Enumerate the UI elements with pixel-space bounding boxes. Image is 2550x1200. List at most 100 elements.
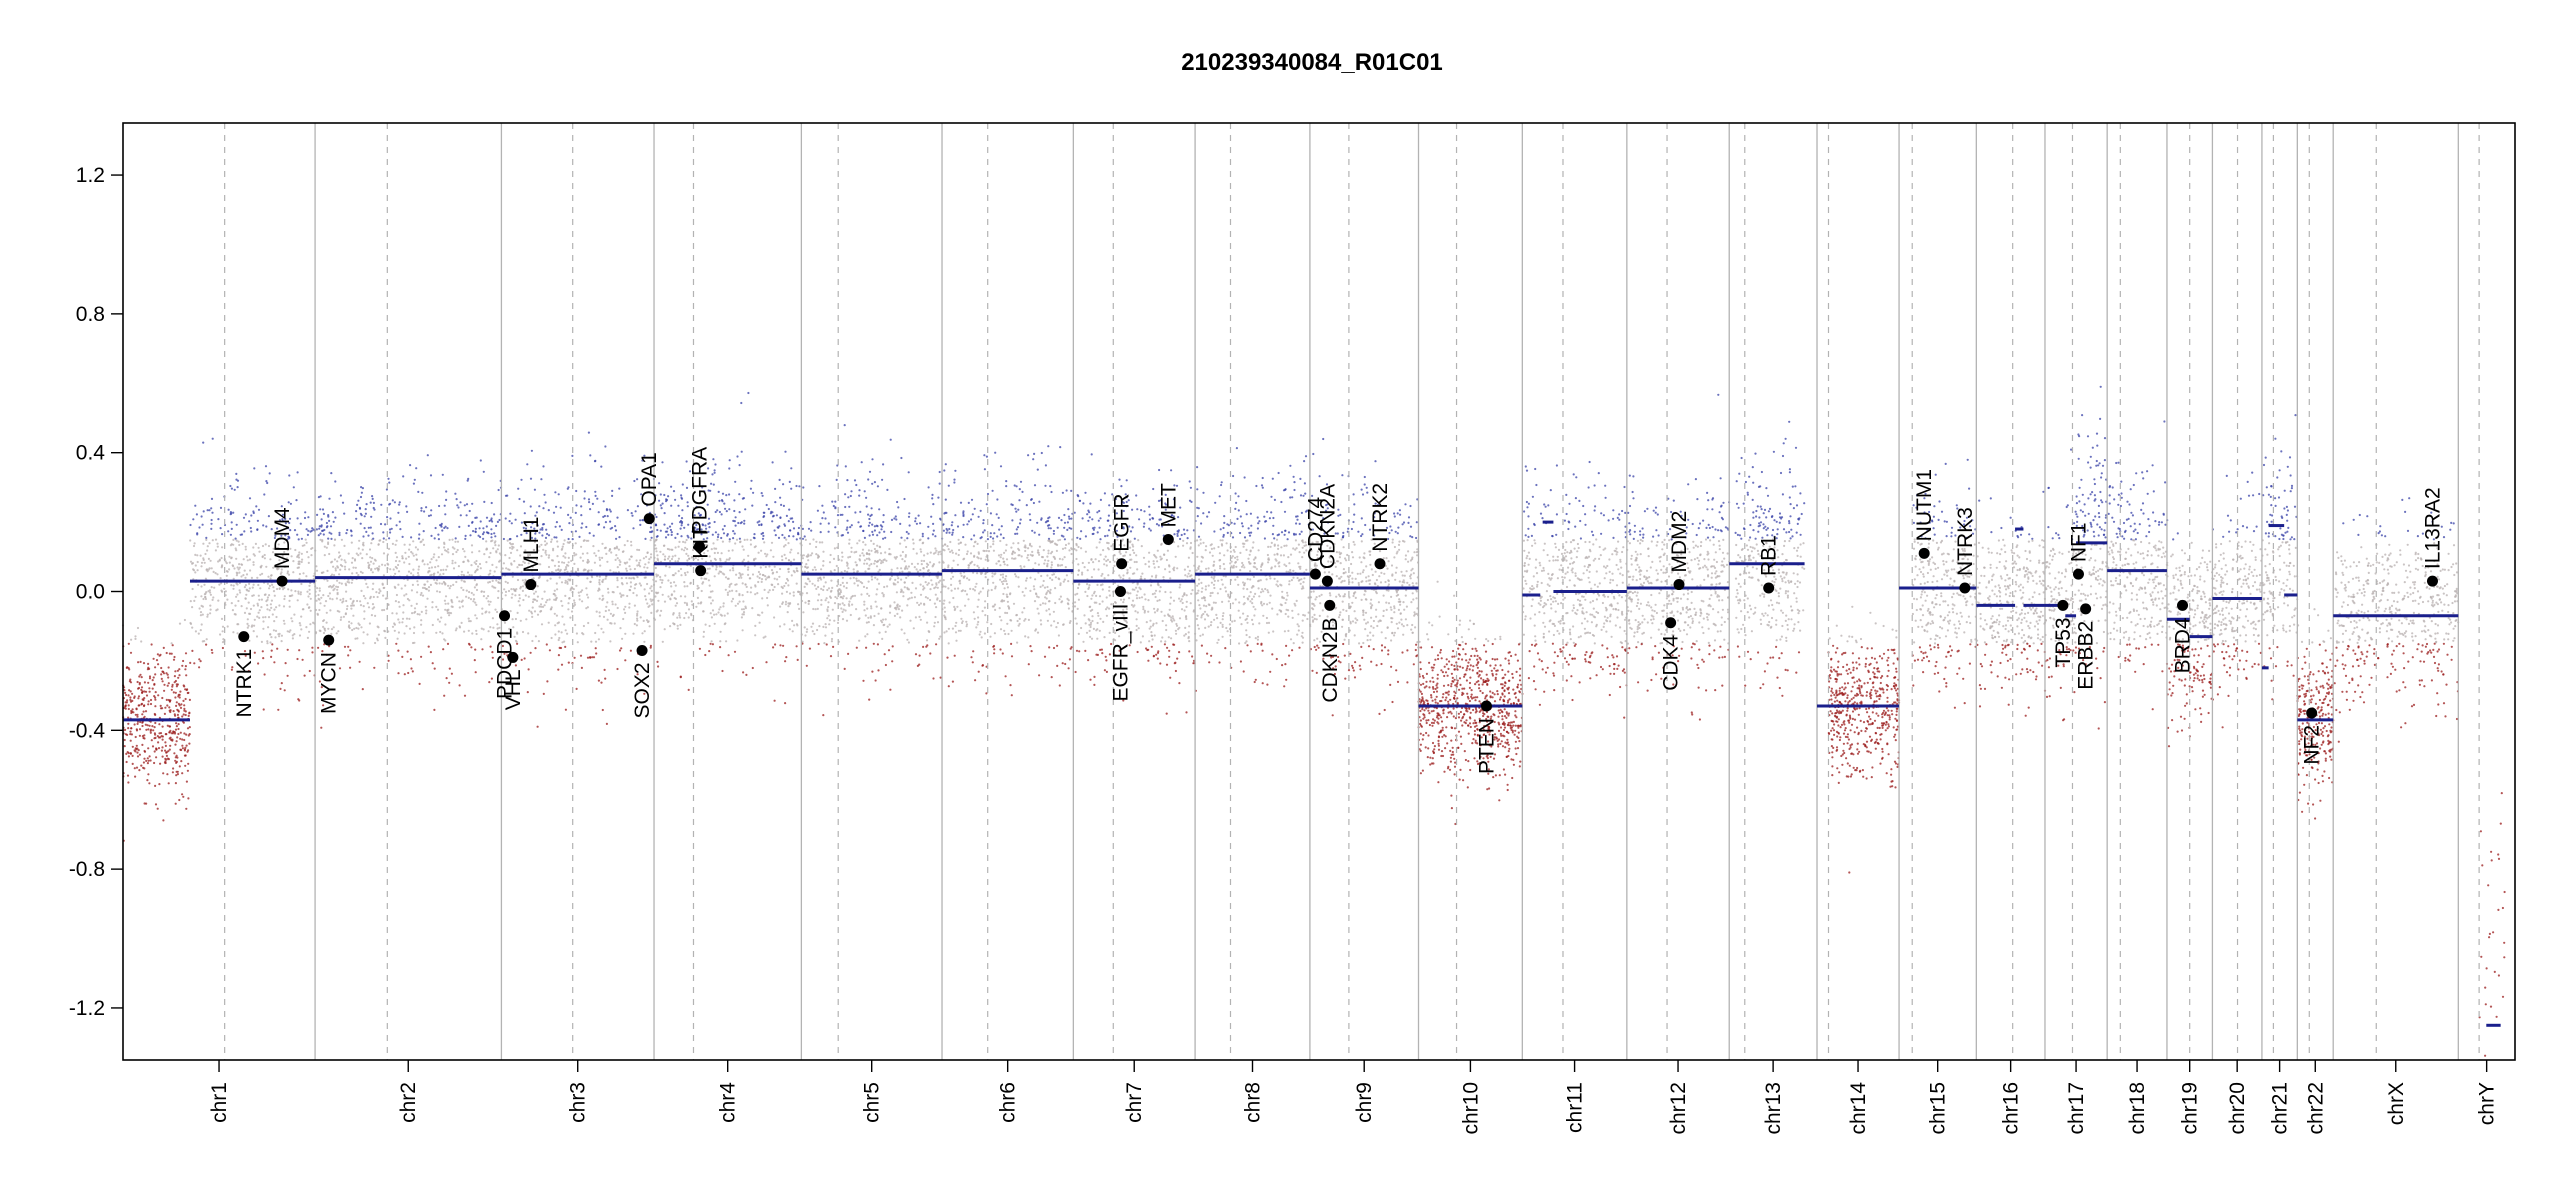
probe-point (547, 556, 550, 559)
probe-point (1063, 538, 1066, 541)
probe-point (1033, 588, 1036, 591)
probe-point (1055, 549, 1058, 553)
probe-point (1063, 513, 1066, 517)
probe-point (171, 644, 174, 647)
probe-point (853, 479, 857, 482)
probe-point (930, 579, 933, 582)
probe-point (1188, 569, 1191, 572)
probe-point (1143, 593, 1146, 596)
probe-point (554, 594, 557, 597)
probe-point (340, 558, 343, 561)
probe-point (827, 530, 830, 533)
probe-point (284, 662, 287, 665)
probe-point (741, 582, 744, 585)
probe-point (510, 522, 513, 525)
probe-point (280, 571, 283, 574)
probe-point (984, 558, 987, 561)
probe-point (429, 583, 432, 587)
probe-point (667, 579, 670, 582)
probe-point (406, 597, 409, 601)
probe-point (425, 506, 428, 509)
probe-point (553, 564, 557, 567)
probe-point (747, 573, 750, 577)
probe-point (897, 506, 900, 509)
probe-point (413, 626, 416, 629)
probe-point (761, 597, 764, 600)
probe-point (478, 527, 481, 530)
probe-point (1098, 595, 1102, 598)
probe-point (871, 523, 874, 526)
probe-point (1090, 637, 1094, 640)
probe-point (437, 538, 440, 541)
probe-point (230, 487, 233, 490)
probe-point (984, 576, 987, 579)
probe-point (841, 581, 844, 585)
probe-point (363, 610, 366, 613)
probe-point (636, 548, 639, 551)
probe-point (811, 622, 815, 625)
probe-point (973, 507, 976, 510)
probe-point (332, 589, 335, 592)
probe-point (184, 697, 187, 701)
probe-point (179, 690, 182, 693)
probe-point (1010, 655, 1014, 658)
probe-point (901, 558, 904, 561)
probe-point (436, 608, 440, 611)
probe-point (507, 589, 511, 593)
probe-point (319, 532, 322, 535)
probe-point (178, 674, 181, 677)
probe-point (287, 588, 290, 591)
probe-point (270, 655, 273, 659)
probe-point (1004, 549, 1008, 552)
probe-point (545, 528, 548, 531)
probe-point (629, 585, 633, 588)
probe-point (1027, 454, 1030, 457)
probe-point (1148, 518, 1152, 521)
probe-point (816, 509, 820, 512)
probe-point (1019, 518, 1022, 521)
probe-point (674, 604, 677, 607)
probe-point (308, 588, 311, 591)
probe-point (278, 635, 281, 638)
probe-point (288, 474, 291, 477)
probe-point (831, 500, 834, 503)
probe-point (211, 598, 214, 602)
probe-point (546, 579, 549, 582)
probe-point (874, 679, 877, 682)
probe-point (972, 611, 976, 614)
probe-point (606, 560, 609, 563)
probe-point (564, 708, 568, 711)
probe-point (394, 572, 397, 575)
probe-point (514, 594, 517, 597)
probe-point (586, 593, 589, 596)
probe-point (822, 560, 825, 563)
probe-point (643, 640, 646, 643)
probe-point (669, 559, 672, 563)
probe-point (361, 548, 364, 551)
probe-point (561, 641, 564, 644)
probe-point (628, 565, 631, 568)
probe-point (286, 630, 289, 633)
probe-point (145, 694, 149, 697)
probe-point (919, 522, 922, 525)
probe-point (611, 600, 614, 603)
probe-point (306, 590, 309, 593)
probe-point (185, 674, 188, 677)
probe-point (151, 687, 154, 690)
probe-point (884, 630, 887, 634)
probe-point (1103, 577, 1106, 580)
probe-point (174, 696, 177, 699)
probe-point (725, 558, 729, 561)
probe-point (1068, 517, 1071, 520)
probe-point (180, 760, 183, 763)
probe-point (904, 555, 907, 558)
probe-point (521, 630, 525, 634)
probe-point (811, 568, 815, 572)
probe-point (316, 587, 319, 590)
probe-point (252, 583, 255, 586)
probe-point (131, 762, 134, 766)
probe-point (718, 608, 721, 611)
probe-point (1000, 525, 1003, 528)
probe-point (351, 557, 354, 560)
probe-point (947, 587, 950, 590)
